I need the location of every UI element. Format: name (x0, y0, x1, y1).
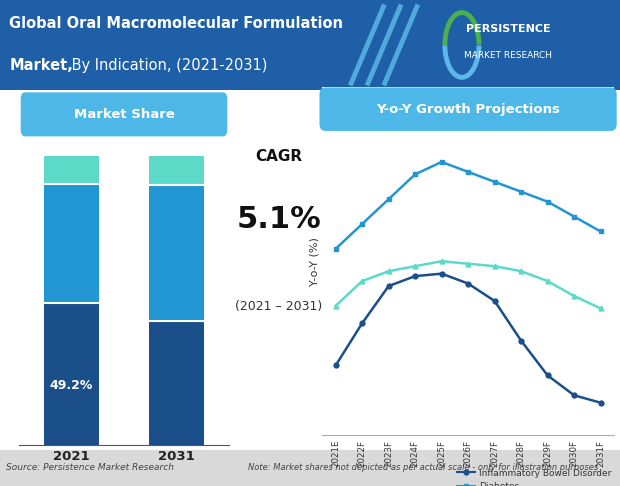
Text: 5.1%: 5.1% (237, 205, 321, 234)
Bar (44, 303, 99, 445)
Legend: Inflammatory Bowel Disorder, Diabetes, Others: Inflammatory Bowel Disorder, Diabetes, O… (453, 465, 615, 486)
FancyBboxPatch shape (20, 92, 228, 137)
Bar (44, 156, 99, 184)
Text: PERSISTENCE: PERSISTENCE (466, 24, 551, 34)
Text: (2021 – 2031): (2021 – 2031) (236, 300, 322, 313)
Text: CAGR: CAGR (255, 149, 303, 164)
Text: 49.2%: 49.2% (50, 379, 93, 392)
Text: By Indication, (2021-2031): By Indication, (2021-2031) (67, 57, 267, 72)
Text: Source: Persistence Market Research: Source: Persistence Market Research (6, 463, 174, 472)
Text: MARKET RESEARCH: MARKET RESEARCH (464, 51, 552, 60)
FancyBboxPatch shape (319, 87, 617, 131)
Text: Market,: Market, (9, 57, 73, 72)
Text: Note: Market shares not depicted as per actual scale - only for illustration pur: Note: Market shares not depicted as per … (248, 463, 598, 472)
Text: Market Share: Market Share (74, 108, 174, 121)
Text: Y-o-Y Growth Projections: Y-o-Y Growth Projections (376, 103, 560, 116)
Bar (149, 185, 204, 320)
Text: Global Oral Macromolecular Formulation: Global Oral Macromolecular Formulation (9, 16, 343, 31)
Bar (44, 184, 99, 303)
Bar (149, 156, 204, 185)
Bar (149, 320, 204, 445)
Y-axis label: Y-o-Y (%): Y-o-Y (%) (309, 237, 320, 286)
